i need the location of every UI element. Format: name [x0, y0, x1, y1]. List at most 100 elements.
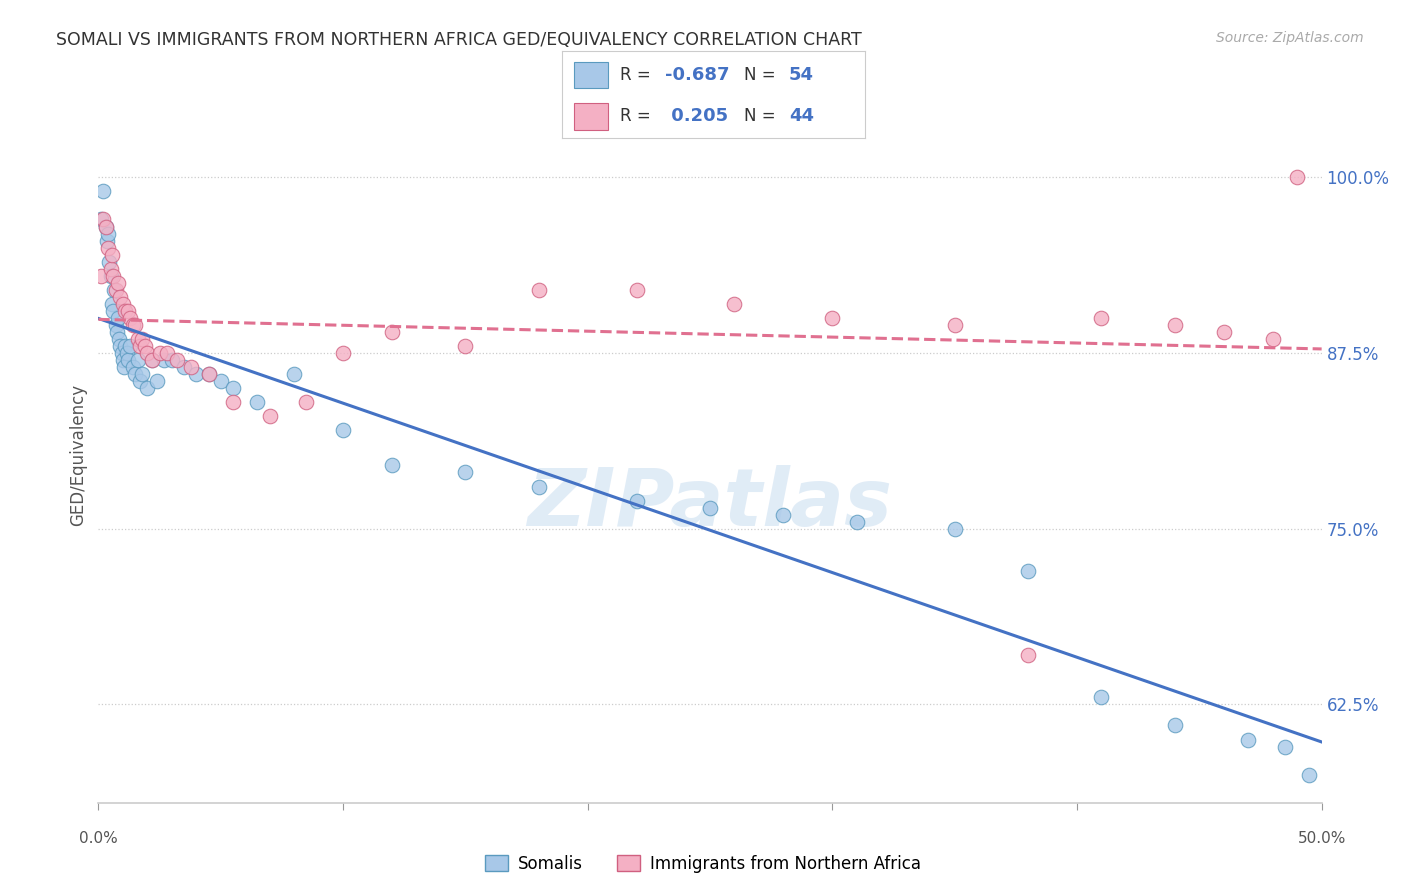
Point — [131, 367, 153, 381]
Point — [127, 353, 149, 368]
Point — [222, 381, 245, 395]
Point — [115, 346, 138, 360]
Point — [108, 332, 131, 346]
Point — [129, 374, 152, 388]
Point — [131, 332, 153, 346]
Point — [96, 234, 118, 248]
Text: R =: R = — [620, 107, 655, 126]
Text: ZIPatlas: ZIPatlas — [527, 465, 893, 542]
Text: N =: N = — [744, 66, 780, 85]
Point — [120, 310, 142, 325]
Point — [136, 381, 159, 395]
Point — [149, 346, 172, 360]
Point — [197, 367, 219, 381]
Text: 44: 44 — [789, 107, 814, 126]
Point — [101, 247, 124, 261]
Point — [454, 339, 477, 353]
Point — [699, 500, 721, 515]
Point — [117, 303, 139, 318]
Point — [332, 423, 354, 437]
Point — [527, 283, 550, 297]
Point — [146, 374, 169, 388]
Text: 0.0%: 0.0% — [79, 830, 118, 846]
Point — [626, 283, 648, 297]
Point — [112, 360, 135, 375]
Point — [121, 360, 143, 375]
Point — [104, 318, 127, 332]
Point — [246, 395, 269, 409]
Point — [114, 303, 136, 318]
Point — [136, 346, 159, 360]
Point — [1017, 564, 1039, 578]
Point — [90, 268, 112, 283]
Point — [1164, 318, 1187, 332]
Point — [772, 508, 794, 522]
FancyBboxPatch shape — [575, 103, 607, 129]
Legend: Somalis, Immigrants from Northern Africa: Somalis, Immigrants from Northern Africa — [478, 848, 928, 880]
Point — [454, 466, 477, 480]
Point — [134, 339, 156, 353]
Point — [104, 283, 127, 297]
Point — [845, 515, 868, 529]
Point — [97, 227, 120, 241]
Point — [100, 261, 122, 276]
Point — [114, 339, 136, 353]
Point — [1274, 739, 1296, 754]
Point — [332, 346, 354, 360]
Point — [197, 367, 219, 381]
Y-axis label: GED/Equivalency: GED/Equivalency — [69, 384, 87, 526]
Point — [943, 522, 966, 536]
Point — [166, 353, 188, 368]
Point — [1090, 690, 1112, 705]
Point — [124, 318, 146, 332]
Point — [94, 219, 117, 234]
Text: 50.0%: 50.0% — [1298, 830, 1346, 846]
Point — [117, 353, 139, 368]
Point — [1017, 648, 1039, 663]
Point — [111, 353, 134, 368]
Point — [110, 290, 132, 304]
FancyBboxPatch shape — [575, 62, 607, 88]
Point — [91, 185, 114, 199]
Point — [381, 458, 404, 473]
Point — [107, 310, 129, 325]
Point — [1090, 310, 1112, 325]
Point — [1212, 325, 1234, 339]
Point — [723, 297, 745, 311]
Point — [111, 346, 134, 360]
Point — [105, 325, 128, 339]
Point — [111, 297, 134, 311]
Point — [180, 360, 202, 375]
Point — [209, 374, 232, 388]
Point — [186, 367, 208, 381]
Point — [127, 332, 149, 346]
Point — [381, 325, 404, 339]
Point — [121, 318, 143, 332]
Point — [98, 254, 121, 268]
Point — [160, 353, 183, 368]
Point — [1164, 718, 1187, 732]
Point — [259, 409, 281, 424]
Text: SOMALI VS IMMIGRANTS FROM NORTHERN AFRICA GED/EQUIVALENCY CORRELATION CHART: SOMALI VS IMMIGRANTS FROM NORTHERN AFRIC… — [56, 31, 862, 49]
Point — [141, 353, 163, 368]
Point — [283, 367, 305, 381]
Point — [295, 395, 318, 409]
Point — [1298, 767, 1320, 781]
Point — [110, 339, 132, 353]
Point — [129, 339, 152, 353]
Point — [141, 353, 163, 368]
Text: 0.205: 0.205 — [665, 107, 728, 126]
Point — [101, 303, 124, 318]
Point — [222, 395, 245, 409]
Point — [103, 283, 125, 297]
Point — [101, 268, 124, 283]
Point — [943, 318, 966, 332]
Point — [626, 493, 648, 508]
Point — [1286, 170, 1309, 185]
Text: N =: N = — [744, 107, 780, 126]
Point — [527, 479, 550, 493]
Point — [124, 367, 146, 381]
Text: -0.687: -0.687 — [665, 66, 730, 85]
Point — [90, 212, 112, 227]
Point — [1261, 332, 1284, 346]
